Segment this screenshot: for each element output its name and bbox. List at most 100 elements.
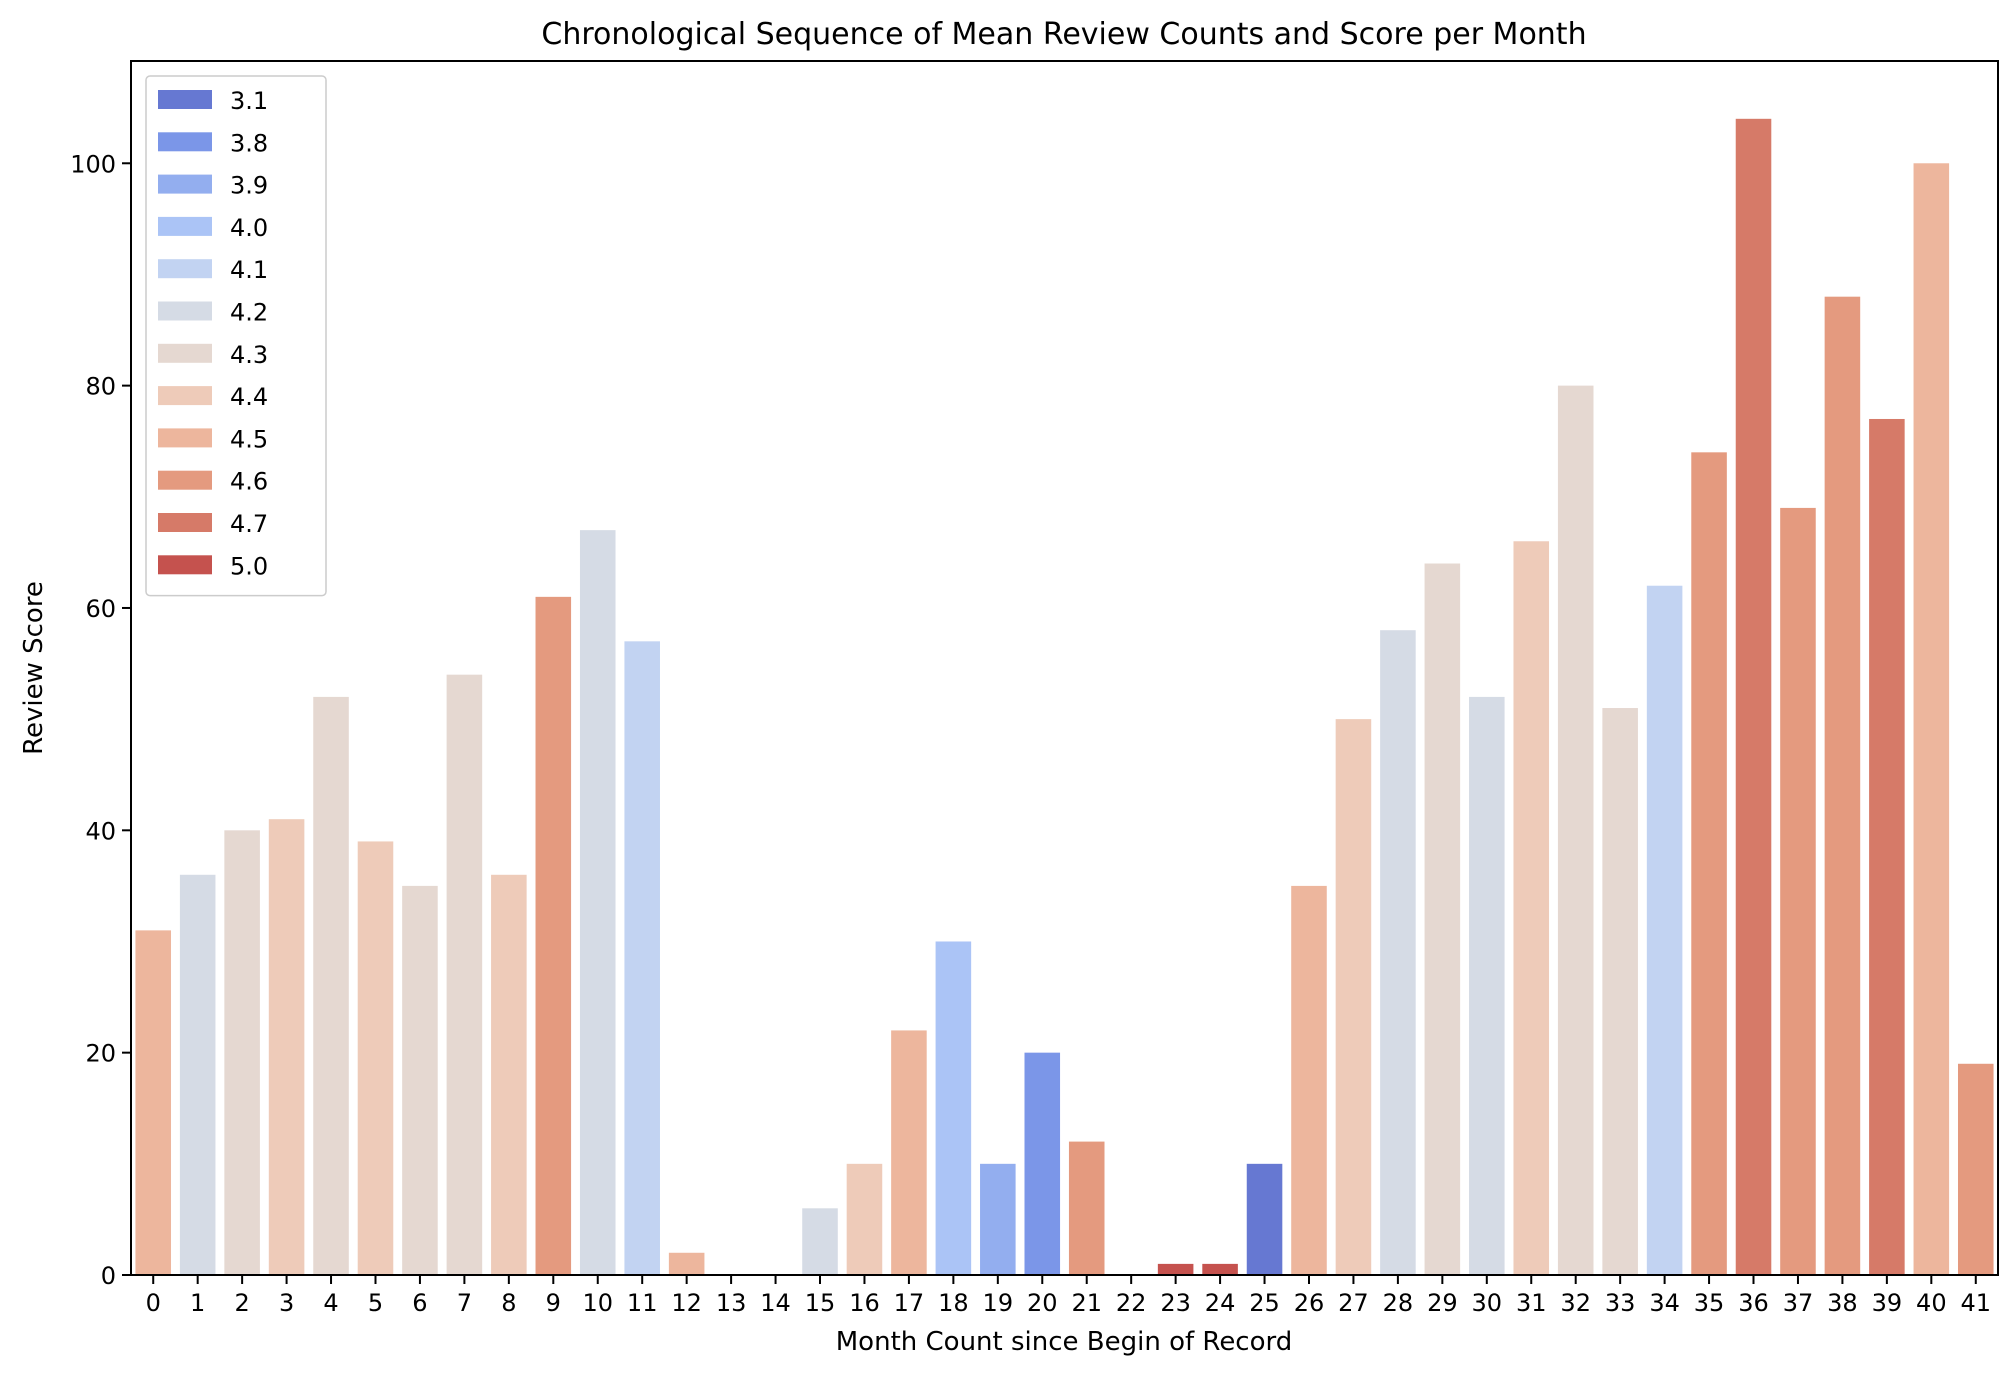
x-tick-label: 21: [1071, 1289, 1102, 1317]
legend-swatch-4.0: [158, 216, 212, 236]
y-tick-label: 0: [101, 1262, 116, 1290]
x-tick-label: 41: [1961, 1289, 1992, 1317]
legend-label: 4.6: [230, 468, 268, 496]
legend-label: 4.5: [230, 425, 268, 453]
legend-swatch-3.9: [158, 174, 212, 194]
x-tick-label: 27: [1338, 1289, 1369, 1317]
legend-swatch-4.3: [158, 343, 212, 363]
x-tick-label: 38: [1827, 1289, 1858, 1317]
x-tick-label: 14: [760, 1289, 791, 1317]
y-tick-label: 20: [85, 1040, 116, 1068]
chart-title: Chronological Sequence of Mean Review Co…: [541, 17, 1586, 52]
x-tick-label: 31: [1516, 1289, 1547, 1317]
x-tick-label: 40: [1916, 1289, 1947, 1317]
legend-label: 4.1: [230, 256, 268, 284]
legend-label: 3.8: [230, 129, 268, 157]
bar-month-15: [802, 1208, 838, 1275]
x-tick-label: 16: [849, 1289, 880, 1317]
x-tick-label: 12: [671, 1289, 702, 1317]
x-tick-label: 5: [368, 1289, 383, 1317]
legend-label: 4.4: [230, 383, 268, 411]
bar-month-29: [1424, 563, 1461, 1275]
x-tick-label: 18: [938, 1289, 969, 1317]
x-tick-label: 24: [1205, 1289, 1236, 1317]
x-tick-label: 33: [1605, 1289, 1636, 1317]
y-axis-label: Review Score: [19, 581, 49, 755]
x-axis: 0 1 2 3 4 5 6 7 8 9 10 11 12 13 14 15 16 17 18 19 20 21 22 23 24…: [146, 1275, 1991, 1317]
y-tick-label: 60: [85, 595, 116, 623]
y-axis: 0 20 40 60 80 100: [70, 150, 131, 1290]
legend: 3.1 3.8 3.9 4.0 4.1 4.2 4.3 4.4 4.5 4.6 4.7 5.0: [145, 75, 327, 597]
x-tick-label: 7: [457, 1289, 472, 1317]
bar-month-39: [1869, 418, 1905, 1275]
x-tick-label: 4: [323, 1289, 338, 1317]
x-tick-label: 17: [894, 1289, 925, 1317]
bar-month-8: [491, 874, 527, 1275]
bar-month-38: [1824, 296, 1861, 1276]
bar-month-41: [1957, 1063, 1994, 1275]
x-tick-label: 0: [146, 1289, 161, 1317]
bar-month-31: [1513, 541, 1550, 1275]
bar-month-4: [313, 696, 349, 1275]
bars-layer: [135, 118, 1994, 1276]
x-tick-label: 11: [627, 1289, 658, 1317]
x-tick-label: 25: [1249, 1289, 1280, 1317]
x-tick-label: 10: [582, 1289, 613, 1317]
y-tick-label: 40: [85, 817, 116, 845]
bar-month-9: [535, 596, 572, 1275]
x-tick-label: 23: [1160, 1289, 1191, 1317]
x-tick-label: 39: [1872, 1289, 1903, 1317]
y-tick-label: 80: [85, 373, 116, 401]
x-tick-label: 26: [1294, 1289, 1325, 1317]
bar-month-11: [624, 641, 660, 1275]
bar-month-36: [1735, 118, 1772, 1275]
legend-label: 4.7: [230, 510, 268, 538]
bar-month-16: [846, 1163, 883, 1275]
bar-month-32: [1557, 385, 1594, 1276]
bar-month-20: [1024, 1052, 1061, 1275]
plot-frame: [130, 60, 1999, 1276]
legend-label: 3.9: [230, 172, 268, 200]
x-tick-label: 20: [1027, 1289, 1058, 1317]
legend-label: 4.3: [230, 341, 268, 369]
y-tick-label: 100: [70, 150, 116, 178]
legend-box: [145, 75, 327, 597]
legend-label: 3.1: [230, 87, 268, 115]
bar-month-5: [357, 841, 394, 1275]
bar-month-3: [268, 819, 305, 1275]
x-tick-label: 36: [1738, 1289, 1769, 1317]
bar-month-35: [1691, 452, 1727, 1275]
bar-month-0: [135, 930, 172, 1275]
bar-month-17: [891, 1030, 927, 1275]
x-tick-label: 19: [983, 1289, 1014, 1317]
x-tick-label: 34: [1649, 1289, 1680, 1317]
x-tick-label: 22: [1116, 1289, 1147, 1317]
legend-label: 5.0: [230, 552, 268, 580]
bar-month-40: [1913, 163, 1950, 1276]
bar-month-23: [1157, 1263, 1194, 1275]
bar-month-34: [1646, 585, 1683, 1275]
bar-month-2: [224, 830, 260, 1275]
bar-month-18: [935, 941, 972, 1275]
legend-label: 4.0: [230, 214, 268, 242]
x-tick-label: 32: [1560, 1289, 1591, 1317]
x-tick-label: 2: [234, 1289, 249, 1317]
x-tick-label: 1: [190, 1289, 205, 1317]
x-tick-label: 28: [1383, 1289, 1414, 1317]
legend-swatch-4.5: [158, 428, 212, 448]
x-tick-label: 29: [1427, 1289, 1458, 1317]
x-tick-label: 6: [412, 1289, 427, 1317]
legend-swatch-3.1: [158, 90, 212, 109]
x-tick-label: 3: [279, 1289, 294, 1317]
x-tick-label: 35: [1694, 1289, 1725, 1317]
bar-month-25: [1246, 1163, 1283, 1275]
bar-month-21: [1068, 1141, 1105, 1275]
legend-swatch-3.8: [158, 132, 212, 152]
bar-month-28: [1380, 630, 1416, 1275]
x-tick-label: 15: [805, 1289, 836, 1317]
bar-month-1: [179, 874, 216, 1275]
x-tick-label: 9: [546, 1289, 561, 1317]
legend-label: 4.2: [230, 299, 268, 327]
